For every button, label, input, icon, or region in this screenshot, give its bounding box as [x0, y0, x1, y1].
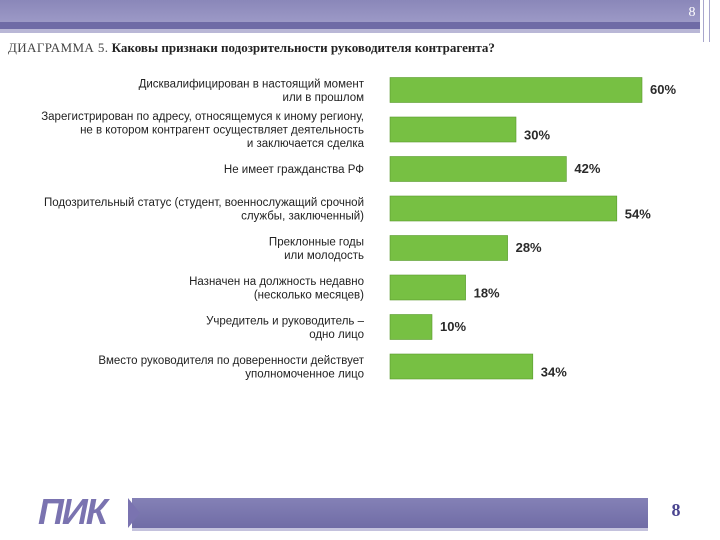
page-number-bottom: 8 — [671, 500, 681, 520]
bar-value-label: 42% — [574, 161, 600, 176]
category-label: Не имеет гражданства РФ — [224, 164, 364, 176]
chart-title-prefix: ДИАГРАММА 5. — [8, 40, 109, 55]
bar-1 — [389, 116, 517, 143]
category-label: уполномоченное лицо — [245, 368, 364, 380]
header-bar — [0, 0, 700, 22]
category-label: Зарегистрирован по адресу, относящемуся … — [41, 111, 364, 123]
category-label: не в котором контрагент осуществляет дея… — [80, 125, 364, 137]
category-label: Дисквалифицирован в настоящий момент — [139, 78, 365, 90]
header-thin-line — [0, 29, 700, 33]
bar-value-label: 30% — [524, 128, 550, 143]
footer-bar-edge — [132, 528, 648, 531]
bar-2 — [389, 156, 567, 182]
category-label: и заключается сделка — [247, 138, 365, 150]
category-label: Назначен на должность недавно — [189, 276, 364, 288]
category-label: службы, заключенный) — [241, 210, 364, 222]
category-label: (несколько месяцев) — [254, 289, 364, 301]
category-label: Учредитель и руководитель – — [206, 315, 365, 327]
category-label: Вместо руководителя по доверенности дейс… — [98, 355, 364, 367]
category-label: Преклонные годы — [269, 236, 364, 248]
bar-7 — [389, 353, 534, 380]
chart-title-text: Каковы признаки подозрительности руковод… — [111, 40, 495, 55]
bar-value-label: 10% — [440, 319, 466, 334]
bar-4 — [389, 235, 508, 261]
logo-chevron-icon — [128, 498, 140, 528]
bar-value-label: 28% — [516, 240, 542, 255]
bar-value-label: 54% — [625, 207, 651, 222]
bar-value-label: 60% — [650, 82, 676, 97]
chart-title: ДИАГРАММА 5. Каковы признаки подозритель… — [8, 40, 708, 56]
bar-value-label: 34% — [541, 365, 567, 380]
bar-3 — [389, 195, 618, 222]
footer-bar — [132, 498, 648, 528]
bar-5 — [389, 274, 466, 301]
category-label: или молодость — [284, 250, 364, 262]
bar-6 — [389, 314, 433, 340]
category-label: или в прошлом — [283, 92, 365, 104]
corner-line — [709, 0, 710, 42]
header-stripe — [0, 22, 700, 29]
bar-value-label: 18% — [474, 286, 500, 301]
corner-line — [703, 0, 704, 42]
page-number-top: 8 — [688, 5, 696, 20]
bar-0 — [389, 77, 643, 103]
company-logo: ПИК — [38, 491, 108, 532]
category-label: Подозрительный статус (студент, военносл… — [44, 197, 364, 209]
category-label: одно лицо — [309, 329, 364, 341]
